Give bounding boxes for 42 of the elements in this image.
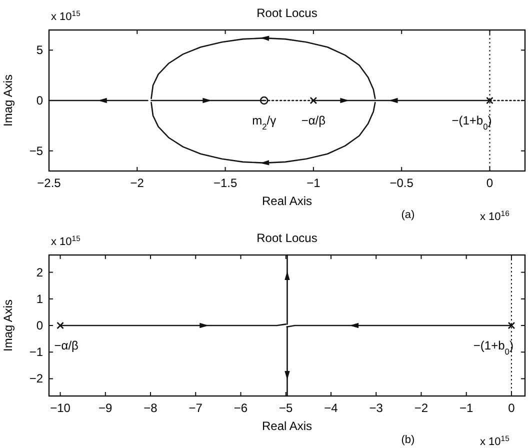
y-tick-label: 0: [36, 318, 44, 332]
text: x 10$^{15}$: [51, 8, 80, 23]
y-tick-label: −1: [29, 345, 44, 360]
text: x 10$^{15}$: [480, 434, 510, 448]
annotation: −(1+b$_{0}$): [452, 114, 492, 132]
x-tick-label: −6: [234, 401, 248, 415]
x-axis-title: Real Axis: [262, 419, 312, 433]
y-tick-label: 5: [36, 43, 44, 58]
text: x 10$^{16}$: [480, 208, 510, 223]
x-tick-label: −9: [98, 401, 113, 415]
annotation: −(1+b$_{0}$): [473, 338, 514, 356]
x-tick-label: −4: [324, 401, 338, 415]
text: (b): [401, 434, 415, 446]
x-axis-title: Real Axis: [262, 194, 312, 208]
x-tick-label: −1: [460, 401, 474, 415]
text: (a): [401, 209, 415, 221]
chart-title: Root Locus: [256, 6, 318, 20]
y-tick-label: 1: [36, 292, 44, 306]
x-tick-label: −1: [306, 176, 321, 190]
y-tick-label: 0: [36, 94, 44, 108]
text: x 10$^{15}$: [51, 234, 80, 248]
x-tick-label: 0: [508, 401, 516, 415]
x-tick-label: 0: [486, 176, 494, 190]
annotation: −α/β: [54, 338, 79, 352]
annotation: −α/β: [301, 114, 326, 128]
x-tick-label: −2: [414, 401, 428, 415]
x-tick-label: −5: [279, 401, 294, 415]
x-tick-label: −0.5: [390, 176, 414, 190]
y-tick-label: −5: [29, 144, 44, 158]
x-tick-label: −10: [50, 401, 71, 415]
x-tick-label: −3: [369, 401, 384, 415]
x-tick-label: −2: [130, 176, 144, 190]
annotation: m$_{2}$/γ: [252, 114, 276, 132]
y-axis-title: Imag Axis: [1, 74, 15, 127]
y-tick-label: −2: [29, 372, 44, 386]
y-tick-label: 2: [36, 265, 44, 280]
x-tick-label: −7: [188, 401, 203, 415]
x-tick-label: −1.5: [213, 176, 238, 190]
x-tick-label: −2.5: [37, 176, 62, 190]
y-axis-title: Imag Axis: [1, 299, 15, 352]
x-tick-label: −8: [144, 401, 158, 415]
chart-title: Root Locus: [256, 231, 318, 245]
